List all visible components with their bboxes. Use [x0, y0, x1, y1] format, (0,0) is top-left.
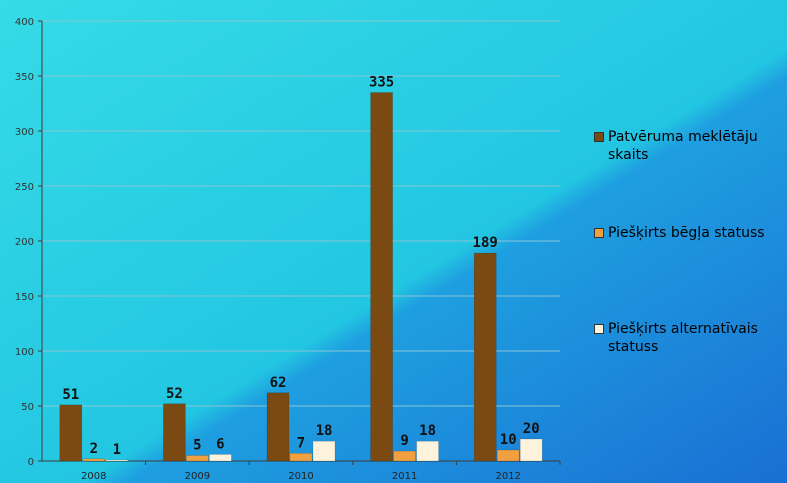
data-label: 18	[419, 423, 436, 439]
data-label: 62	[270, 375, 287, 391]
data-label: 18	[316, 423, 333, 439]
data-label: 5	[193, 438, 201, 454]
bar-patveruma	[59, 404, 83, 462]
bar-alternativais-statuss	[105, 459, 129, 462]
bar-begla-statuss	[186, 455, 209, 462]
legend-label: Piešķirts alternatīvais statuss	[608, 321, 758, 355]
x-tick-label: 2009	[185, 471, 210, 482]
legend-item-alternativais-statuss: Piešķirts alternatīvais statuss	[594, 320, 784, 356]
x-tick-label: 2011	[392, 471, 417, 482]
data-label: 335	[369, 75, 394, 91]
bar-alternativais-statuss	[209, 454, 232, 462]
bar-alternativais-statuss	[519, 438, 543, 462]
data-label: 1	[113, 442, 121, 458]
y-tick-label: 150	[15, 292, 34, 303]
x-tick-label: 2008	[81, 471, 106, 482]
data-label: 6	[216, 436, 224, 452]
bar-begla-statuss	[289, 453, 313, 462]
bar-alternativais-statuss	[312, 440, 336, 462]
data-label: 9	[400, 433, 408, 449]
y-tick-label: 400	[15, 17, 34, 28]
legend-label: Piešķirts bēgļa statuss	[608, 225, 765, 241]
legend-item-patveruma: Patvēruma meklētāju skaits	[594, 128, 784, 164]
y-tick-label: 250	[15, 182, 34, 193]
bar-begla-statuss	[496, 449, 520, 462]
legend-swatch	[594, 324, 604, 334]
y-tick-label: 350	[15, 72, 34, 83]
bar-patveruma	[163, 403, 186, 462]
x-tick-label: 2012	[495, 471, 520, 482]
bar-begla-statuss	[393, 450, 416, 462]
legend-swatch	[594, 228, 604, 238]
data-label: 10	[500, 432, 517, 448]
data-label: 7	[297, 435, 305, 451]
bar-begla-statuss	[82, 458, 106, 462]
legend-label: Patvēruma meklētāju skaits	[608, 129, 758, 163]
bar-alternativais-statuss	[416, 440, 439, 462]
bar-patveruma	[473, 252, 497, 462]
data-label: 189	[473, 235, 498, 251]
data-label: 20	[523, 421, 540, 437]
y-tick-label: 50	[21, 402, 34, 413]
y-tick-label: 0	[28, 457, 34, 468]
data-label: 51	[62, 387, 79, 403]
data-label: 52	[166, 386, 183, 402]
x-tick-label: 2010	[288, 471, 313, 482]
data-label: 2	[90, 441, 98, 457]
legend-swatch	[594, 132, 604, 142]
legend-item-begla-statuss: Piešķirts bēgļa statuss	[594, 224, 765, 242]
y-tick-label: 100	[15, 347, 34, 358]
bar-patveruma	[370, 92, 393, 462]
y-tick-label: 300	[15, 127, 34, 138]
y-tick-label: 200	[15, 237, 34, 248]
bar-patveruma	[266, 392, 290, 462]
